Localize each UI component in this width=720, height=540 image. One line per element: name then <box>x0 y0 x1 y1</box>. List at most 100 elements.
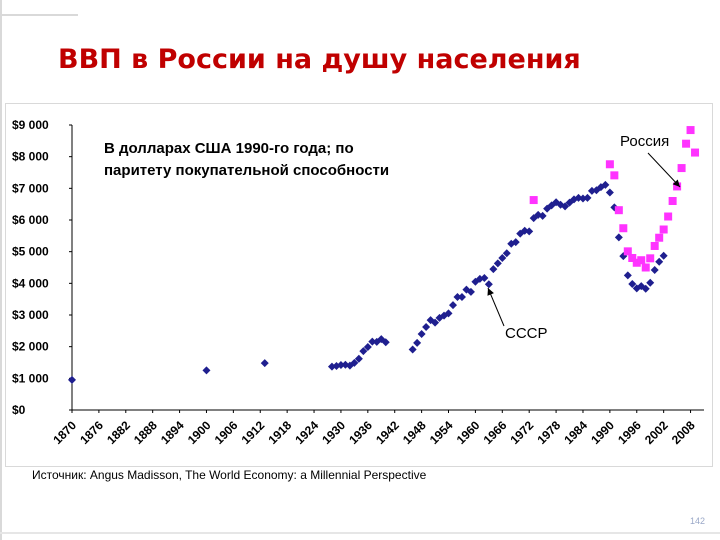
data-point-russia <box>610 171 619 180</box>
data-point-ussr <box>444 309 453 318</box>
data-point-ussr <box>354 354 363 363</box>
ussr-arrowhead <box>487 288 494 296</box>
x-tick-label: 1912 <box>239 418 268 447</box>
x-tick-label: 1990 <box>588 418 617 447</box>
data-point-ussr <box>623 271 632 280</box>
data-point-russia <box>614 206 623 215</box>
x-tick-label: 1876 <box>77 418 106 447</box>
data-point-ussr <box>498 254 507 262</box>
y-tick-label: $1 000 <box>12 371 49 385</box>
data-point-russia <box>529 196 538 205</box>
data-point-ussr <box>413 338 422 347</box>
x-tick-label: 1894 <box>158 418 187 447</box>
y-tick-label: $6 000 <box>12 213 49 227</box>
chart-series <box>68 126 700 384</box>
y-tick-label: $7 000 <box>12 181 49 195</box>
data-point-russia <box>623 247 632 256</box>
data-point-russia <box>691 148 700 157</box>
y-tick-label: $3 000 <box>12 308 49 322</box>
label-russia: Россия <box>620 133 669 150</box>
data-point-ussr <box>381 338 390 347</box>
slide-frame-bottom <box>0 532 720 534</box>
data-point-ussr <box>646 278 655 287</box>
x-tick-label: 1972 <box>508 418 537 447</box>
x-tick-label: 1924 <box>292 418 321 447</box>
y-tick-label: $9 000 <box>12 118 49 132</box>
data-point-russia <box>682 139 691 148</box>
data-point-ussr <box>493 259 502 268</box>
x-tick-label: 2002 <box>642 418 671 447</box>
chart-annotation-line-1: В долларах США 1990-го года; по <box>104 140 354 157</box>
data-point-russia <box>659 225 668 234</box>
data-point-ussr <box>614 233 623 242</box>
data-point-ussr <box>605 188 614 197</box>
russia-arrowhead <box>672 179 680 187</box>
data-point-ussr <box>260 359 269 368</box>
data-point-ussr <box>484 280 493 289</box>
y-tick-label: $4 000 <box>12 276 49 290</box>
data-point-russia <box>605 160 614 169</box>
data-point-ussr <box>641 284 650 293</box>
data-point-russia <box>655 233 664 242</box>
russia-leader-line <box>647 152 681 188</box>
series-russia <box>529 126 700 272</box>
data-point-ussr <box>368 337 377 346</box>
data-point-ussr <box>561 202 570 211</box>
data-point-russia <box>677 164 686 173</box>
data-point-russia <box>632 258 641 267</box>
x-tick-label: 1936 <box>346 418 375 447</box>
data-point-ussr <box>408 345 417 354</box>
data-point-ussr <box>359 347 368 356</box>
x-tick-label: 1942 <box>373 418 402 447</box>
chart-axes <box>69 124 704 413</box>
x-tick-label: 1960 <box>454 418 483 447</box>
x-tick-label: 1888 <box>131 418 160 447</box>
data-point-ussr <box>466 287 475 296</box>
data-point-russia <box>668 197 677 205</box>
data-point-ussr <box>628 279 637 288</box>
slide-frame-left <box>0 0 2 540</box>
chart-annotation-line-2: паритету покупательной способности <box>104 162 389 179</box>
x-tick-label: 1978 <box>534 418 563 447</box>
data-point-russia <box>641 263 650 272</box>
data-point-russia <box>628 254 637 262</box>
y-tick-label: $2 000 <box>12 340 49 354</box>
x-tick-label: 1930 <box>319 418 348 447</box>
data-point-ussr <box>457 292 466 301</box>
page-number: 142 <box>690 516 706 526</box>
y-tick-label: $5 000 <box>12 245 49 259</box>
x-tick-label: 2008 <box>669 418 698 447</box>
x-axis-tick-labels: 1870187618821888189419001906191219181924… <box>50 418 698 447</box>
data-point-ussr <box>525 227 534 236</box>
data-point-ussr <box>363 342 372 351</box>
data-point-ussr <box>650 266 659 275</box>
data-point-russia <box>664 212 673 221</box>
chart-frame <box>5 103 713 467</box>
data-point-ussr <box>511 238 520 247</box>
data-point-ussr <box>422 323 431 332</box>
slide-frame-top <box>0 0 78 16</box>
source-note: Источник: Angus Madisson, The World Econ… <box>32 468 427 482</box>
data-point-russia <box>646 254 655 263</box>
data-point-ussr <box>480 273 489 282</box>
x-tick-label: 1882 <box>104 418 133 447</box>
data-point-ussr <box>583 193 592 202</box>
data-point-ussr <box>202 366 211 375</box>
x-tick-label: 1996 <box>615 418 644 447</box>
data-point-ussr <box>448 301 457 310</box>
data-point-ussr <box>350 358 359 367</box>
slide-title: ВВП в России на душу населения <box>58 44 581 75</box>
x-tick-label: 1906 <box>212 418 241 447</box>
x-tick-label: 1918 <box>265 418 294 447</box>
data-point-ussr <box>601 180 610 189</box>
data-point-ussr <box>655 257 664 266</box>
y-tick-label: $0 <box>12 403 26 417</box>
data-point-ussr <box>502 249 511 258</box>
data-point-ussr <box>659 251 668 260</box>
data-point-russia <box>686 126 695 135</box>
data-point-ussr <box>417 330 426 338</box>
data-point-russia <box>673 182 682 191</box>
chart-callouts: Россия СССР <box>487 133 681 342</box>
data-point-ussr <box>453 292 462 301</box>
